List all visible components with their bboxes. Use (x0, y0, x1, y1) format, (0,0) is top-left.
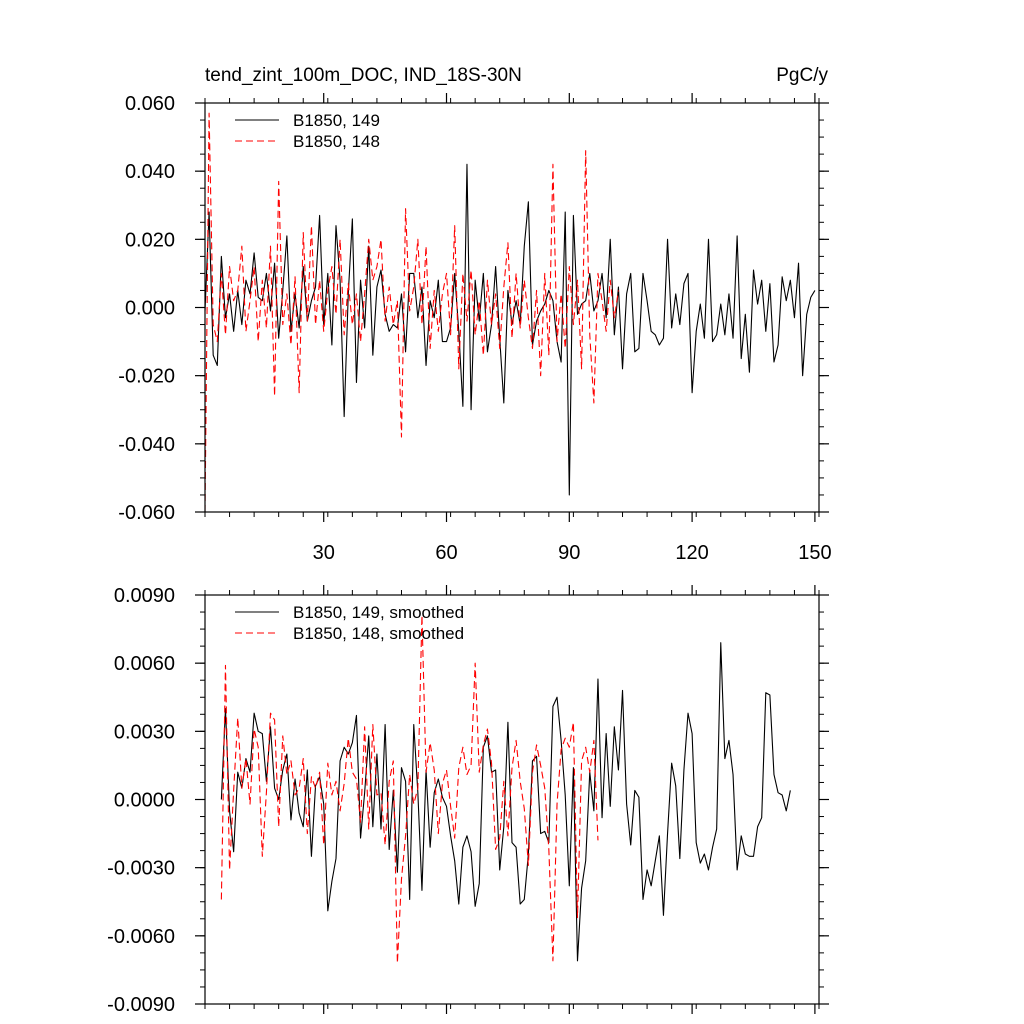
y-tick-label: 0.040 (125, 161, 175, 183)
y-tick-label: -0.0060 (107, 926, 175, 948)
y-tick-label: -0.0090 (107, 994, 175, 1016)
x-tick-label: 90 (558, 542, 580, 564)
top-plot-panel: 30 60 90 120 150 -0.060 -0.040 -0.020 0.000 0.020… (118, 93, 832, 564)
series-line-2 (205, 112, 619, 512)
y-tick-label: 0.060 (125, 93, 175, 115)
bottom-plot-panel: -0.0090 -0.0060 -0.0030 0.0000 0.0030 0.0060 0… (107, 585, 829, 1016)
x-tick-label: 120 (675, 542, 708, 564)
y-tick-label: -0.040 (118, 434, 175, 456)
y-tick-label: 0.0060 (114, 653, 175, 675)
x-tick-label: 150 (798, 542, 831, 564)
y-tick-label: -0.060 (118, 502, 175, 524)
series-line-2 (220, 614, 599, 964)
y-tick-label: -0.0030 (107, 858, 175, 880)
y-tick-label: 0.0000 (114, 790, 175, 812)
y-tick-label: 0.0030 (114, 721, 175, 743)
series-line-1 (205, 163, 816, 496)
legend-label-1: B1850, 149, smoothed (293, 603, 464, 622)
chart-units-label: PgC/y (776, 65, 828, 86)
y-tick-label: 0.000 (125, 298, 175, 320)
y-tick-label: -0.020 (118, 366, 175, 388)
y-tick-label: 0.0090 (114, 585, 175, 607)
legend-label-2: B1850, 148 (293, 132, 380, 151)
chart-title: tend_zint_100m_DOC, IND_18S-30N (205, 65, 522, 86)
x-tick-label: 30 (313, 542, 335, 564)
legend-label-1: B1850, 149 (293, 111, 380, 130)
y-tick-label: 0.020 (125, 229, 175, 251)
legend-label-2: B1850, 148, smoothed (293, 624, 464, 643)
x-tick-label: 60 (435, 542, 457, 564)
